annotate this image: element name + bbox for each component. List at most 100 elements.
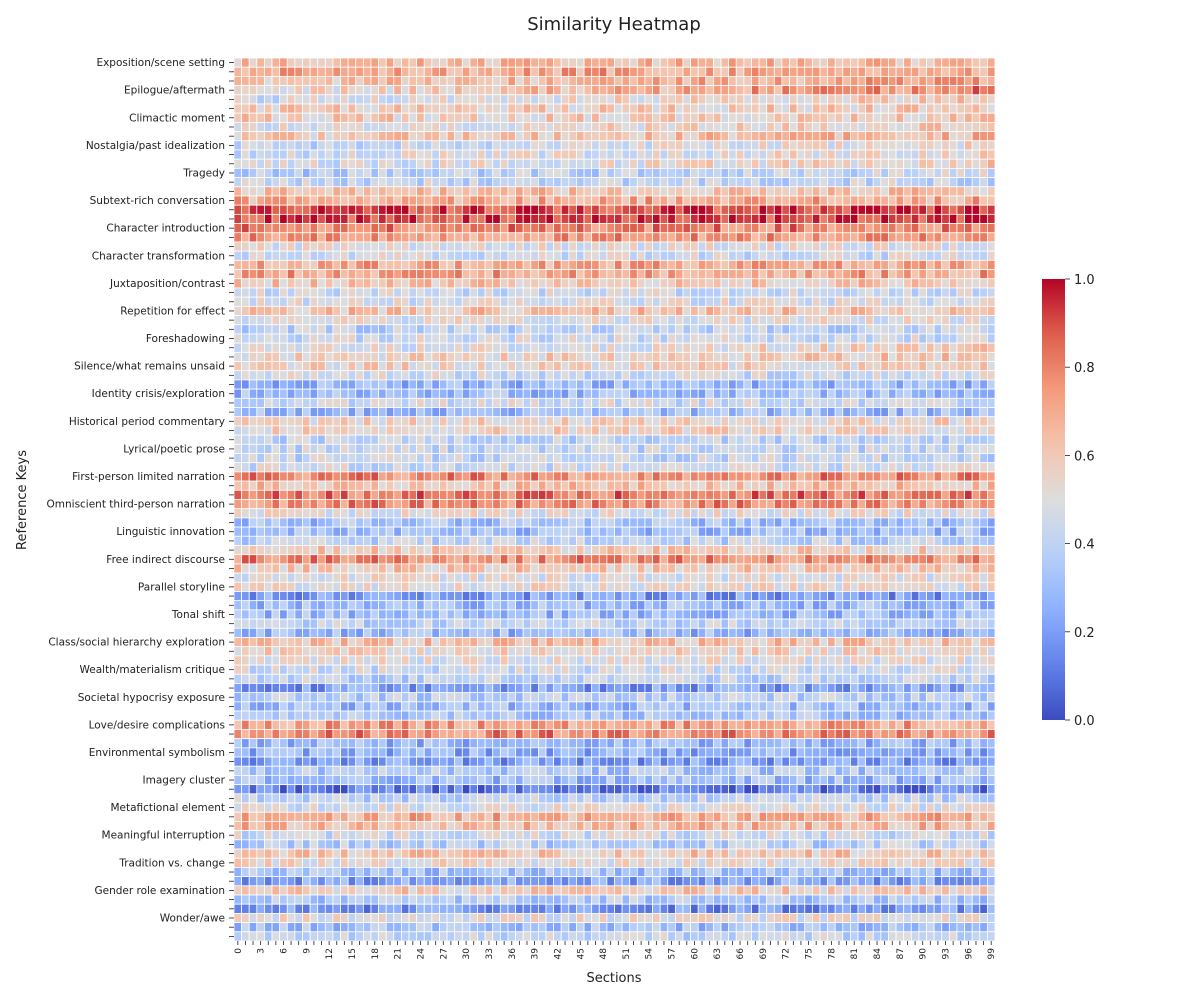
heatmap-cell	[979, 425, 988, 436]
heatmap-cell	[515, 397, 524, 408]
heatmap-cell	[789, 167, 798, 178]
heatmap-cell	[804, 57, 813, 68]
heatmap-cell	[256, 379, 265, 390]
heatmap-cell	[682, 177, 691, 188]
heatmap-cell	[469, 140, 478, 151]
heatmap-cell	[264, 112, 273, 123]
heatmap-cell	[332, 85, 341, 96]
heatmap-cell	[690, 305, 699, 316]
heatmap-cell	[294, 66, 303, 77]
heatmap-cell	[697, 407, 707, 418]
heatmap-cell	[340, 443, 349, 454]
heatmap-cell	[652, 315, 661, 326]
heatmap-cell	[317, 333, 326, 344]
heatmap-cell	[553, 213, 562, 224]
heatmap-cell	[256, 75, 265, 86]
heatmap-cell	[652, 103, 661, 114]
heatmap-cell	[735, 434, 745, 445]
heatmap-cell	[743, 462, 752, 473]
heatmap-cell	[789, 443, 798, 454]
heatmap-cell	[477, 397, 486, 408]
heatmap-cell	[545, 131, 555, 142]
heatmap-cell	[956, 434, 965, 445]
heatmap-cell	[713, 186, 722, 197]
heatmap-cell	[317, 361, 326, 372]
heatmap-cell	[743, 94, 752, 105]
heatmap-cell	[294, 351, 303, 362]
heatmap-cell	[964, 388, 973, 399]
heatmap-cell	[309, 443, 319, 454]
heatmap-cell	[340, 278, 349, 289]
heatmap-cell	[347, 333, 357, 344]
heatmap-cell	[286, 508, 296, 519]
heatmap-cell	[317, 158, 326, 169]
heatmap-cell	[583, 324, 593, 335]
heatmap-cell	[697, 287, 707, 298]
heatmap-cell	[796, 315, 806, 326]
heatmap-cell	[545, 434, 555, 445]
heatmap-cell	[401, 351, 410, 362]
heatmap-cell	[644, 370, 653, 381]
heatmap-cell	[888, 121, 897, 132]
heatmap-cell	[286, 287, 296, 298]
heatmap-cell	[682, 388, 691, 399]
heatmap-cell	[842, 462, 851, 473]
heatmap-cell	[766, 195, 775, 206]
heatmap-cell	[416, 204, 425, 215]
heatmap-cell	[515, 112, 524, 123]
heatmap-cell	[256, 66, 265, 77]
heatmap-cell	[880, 471, 889, 482]
heatmap-cell	[423, 508, 433, 519]
heatmap-cell	[918, 167, 927, 178]
heatmap-cell	[461, 94, 471, 105]
heatmap-cell	[697, 167, 707, 178]
heatmap-cell	[644, 397, 653, 408]
heatmap-cell	[979, 471, 988, 482]
heatmap-cell	[842, 333, 851, 344]
heatmap-cell	[499, 489, 509, 500]
heatmap-cell	[598, 480, 608, 491]
heatmap-cell	[248, 149, 258, 160]
heatmap-cell	[408, 232, 418, 243]
heatmap-cell	[286, 121, 296, 132]
heatmap-cell	[423, 443, 433, 454]
heatmap-cell	[743, 453, 752, 464]
heatmap-cell	[918, 489, 927, 500]
heatmap-cell	[918, 213, 927, 224]
heatmap-cell	[629, 499, 638, 510]
heatmap-cell	[248, 453, 258, 464]
heatmap-cell	[279, 324, 288, 335]
heatmap-cell	[423, 333, 433, 344]
heatmap-cell	[332, 57, 341, 68]
heatmap-cell	[735, 425, 745, 436]
heatmap-cell	[850, 489, 859, 500]
heatmap-cell	[302, 443, 311, 454]
heatmap-cell	[241, 462, 250, 473]
heatmap-cell	[773, 195, 783, 206]
heatmap-cell	[986, 241, 996, 252]
heatmap-cell	[439, 259, 448, 270]
heatmap-cell	[576, 158, 585, 169]
heatmap-cell	[690, 213, 699, 224]
heatmap-cell	[362, 388, 372, 399]
heatmap-cell	[667, 241, 676, 252]
heatmap-cell	[492, 388, 501, 399]
heatmap-cell	[515, 434, 524, 445]
heatmap-cell	[591, 453, 600, 464]
heatmap-cell	[659, 508, 669, 519]
heatmap-cell	[751, 85, 760, 96]
heatmap-cell	[477, 508, 486, 519]
heatmap-cell	[751, 379, 760, 390]
heatmap-cell	[918, 388, 927, 399]
heatmap-cell	[568, 57, 577, 68]
heatmap-cell	[720, 434, 730, 445]
heatmap-cell	[842, 250, 851, 261]
heatmap-cell	[568, 379, 577, 390]
heatmap-cell	[621, 66, 631, 77]
heatmap-cell	[918, 75, 927, 86]
heatmap-cell	[279, 434, 288, 445]
heatmap-cell	[378, 213, 387, 224]
heatmap-cell	[971, 407, 981, 418]
heatmap-cell	[850, 434, 859, 445]
heatmap-cell	[758, 232, 768, 243]
